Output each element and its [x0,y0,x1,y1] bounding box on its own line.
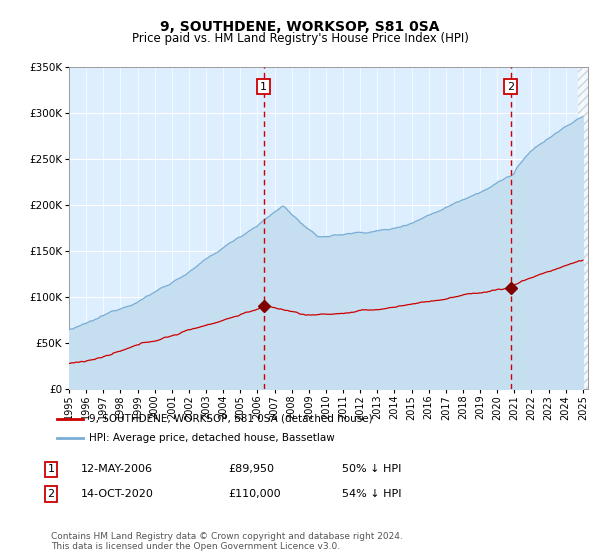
Text: Price paid vs. HM Land Registry's House Price Index (HPI): Price paid vs. HM Land Registry's House … [131,32,469,45]
Text: 50% ↓ HPI: 50% ↓ HPI [342,464,401,474]
Text: 9, SOUTHDENE, WORKSOP, S81 0SA: 9, SOUTHDENE, WORKSOP, S81 0SA [160,20,440,34]
Text: 9, SOUTHDENE, WORKSOP, S81 0SA (detached house): 9, SOUTHDENE, WORKSOP, S81 0SA (detached… [89,413,373,423]
Text: 1: 1 [260,82,267,92]
Text: 12-MAY-2006: 12-MAY-2006 [81,464,153,474]
Text: 2: 2 [507,82,514,92]
Text: £89,950: £89,950 [228,464,274,474]
Text: 54% ↓ HPI: 54% ↓ HPI [342,489,401,499]
Text: 1: 1 [47,464,55,474]
Bar [578,67,588,389]
Text: £110,000: £110,000 [228,489,281,499]
Text: 14-OCT-2020: 14-OCT-2020 [81,489,154,499]
Text: HPI: Average price, detached house, Bassetlaw: HPI: Average price, detached house, Bass… [89,433,335,444]
Text: 2: 2 [47,489,55,499]
Text: Contains HM Land Registry data © Crown copyright and database right 2024.
This d: Contains HM Land Registry data © Crown c… [51,532,403,552]
